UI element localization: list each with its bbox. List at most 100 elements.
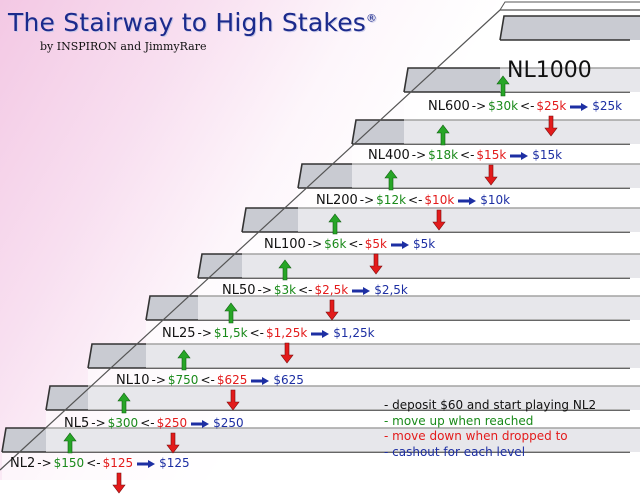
arrow-left-text: <-: [298, 283, 313, 297]
arrow-left-text: <-: [140, 416, 155, 430]
cashout-arrow-icon: [251, 376, 270, 385]
stair-edge: [499, 15, 640, 41]
step-row: NL10 -> $750 <- $625 $625: [116, 373, 304, 388]
arrow-right-text: ->: [151, 373, 166, 387]
move-down-arrow-icon: [325, 299, 339, 321]
cashout-amount: $10k: [480, 193, 511, 207]
legend-item-deposit: - deposit $60 and start playing NL2: [384, 398, 597, 412]
arrow-left-text: <-: [200, 373, 215, 387]
arrow-left-text: <-: [249, 326, 264, 340]
cashout-amount: $125: [159, 456, 190, 470]
cashout-arrow-icon: [311, 329, 330, 338]
move-up-arrow-icon: [224, 302, 238, 324]
page-title: The Stairway to High Stakes®: [8, 8, 377, 37]
move-up-arrow-icon: [384, 169, 398, 191]
arrow-left-text: <-: [348, 237, 363, 251]
stair-tread: [298, 188, 640, 232]
stair-tread: [500, 40, 640, 92]
move-up-amount: $12k: [376, 193, 407, 207]
move-down-arrow-icon: [484, 164, 498, 186]
step-level: NL100: [264, 237, 306, 252]
arrow-right-text: ->: [91, 416, 106, 430]
arrow-right-text: ->: [307, 237, 323, 251]
move-up-amount: $3k: [273, 283, 297, 297]
cashout-amount: $1,25k: [333, 326, 375, 340]
step-level: NL50: [222, 283, 256, 298]
cashout-arrow-icon: [391, 240, 409, 249]
move-up-amount: $1,5k: [213, 326, 248, 340]
move-up-arrow-icon: [328, 213, 342, 235]
staircase-drawing: [0, 1, 640, 480]
top-level-label: NL1000: [507, 58, 592, 83]
cashout-amount: $25k: [592, 99, 623, 113]
cashout-arrow-icon: [510, 151, 529, 160]
stair-tread: [242, 232, 640, 278]
move-up-arrow-icon: [278, 259, 292, 281]
stair-riser: [500, 16, 640, 40]
move-down-arrow-icon: [225, 389, 240, 411]
move-down-amount: $125: [102, 456, 134, 470]
stair-tread: [146, 320, 640, 368]
move-down-arrow-icon: [279, 342, 294, 364]
cashout-arrow-icon: [137, 459, 156, 468]
move-down-amount: $25k: [536, 99, 567, 113]
cashout-arrow-icon: [570, 102, 589, 111]
move-up-arrow-icon: [176, 349, 191, 371]
byline: by INSPIRON and JimmyRare: [40, 40, 207, 53]
move-up-amount: $750: [167, 373, 199, 387]
arrow-left-text: <-: [86, 456, 101, 470]
move-down-amount: $10k: [424, 193, 455, 207]
arrow-right-text: ->: [359, 193, 375, 207]
cashout-amount: $250: [213, 416, 244, 430]
move-down-arrow-icon: [544, 115, 558, 137]
arrow-right-text: ->: [257, 283, 272, 297]
move-down-arrow-icon: [165, 432, 180, 454]
move-down-arrow-icon: [111, 472, 126, 494]
legend: - deposit $60 and start playing NL2 - mo…: [384, 398, 596, 460]
legend-item-move-down: - move down when dropped to: [384, 429, 568, 443]
move-up-amount: $30k: [488, 99, 519, 113]
arrow-right-text: ->: [411, 148, 427, 162]
move-down-amount: $15k: [476, 148, 507, 162]
step-row: NL2 -> $150 <- $125 $125: [10, 456, 190, 471]
cashout-amount: $5k: [413, 237, 436, 251]
cashout-arrow-icon: [352, 286, 371, 295]
move-up-arrow-icon: [436, 124, 450, 146]
stair-tread: [198, 278, 640, 320]
move-up-amount: $300: [107, 416, 139, 430]
stair-tread: [88, 368, 640, 410]
step-level: NL10: [116, 373, 150, 388]
move-down-amount: $625: [216, 373, 248, 387]
move-down-amount: $5k: [364, 237, 387, 251]
step-row: NL25 -> $1,5k <- $1,25k $1,25k: [162, 326, 375, 341]
arrow-right-text: ->: [471, 99, 487, 113]
cashout-amount: $15k: [532, 148, 563, 162]
trademark-symbol: ®: [366, 11, 378, 25]
stair-rail-top: [499, 1, 640, 11]
legend-item-move-up: - move up when reached: [384, 413, 534, 428]
arrow-left-text: <-: [520, 99, 535, 113]
move-up-amount: $6k: [324, 237, 347, 251]
move-down-amount: $1,25k: [265, 326, 308, 340]
step-level: NL25: [162, 326, 196, 341]
arrow-left-text: <-: [408, 193, 423, 207]
stair-tread: [46, 410, 640, 452]
step-row: NL400 -> $18k <- $15k $15k: [368, 148, 562, 163]
arrow-right-text: ->: [37, 456, 52, 470]
move-up-arrow-icon: [62, 432, 77, 454]
arrow-right-text: ->: [197, 326, 212, 340]
move-up-amount: $150: [53, 456, 85, 470]
step-level: NL2: [10, 456, 36, 471]
title-text: The Stairway to High Stakes: [8, 8, 366, 37]
move-up-amount: $18k: [428, 148, 459, 162]
step-row: NL50 -> $3k <- $2,5k $2,5k: [222, 283, 408, 298]
cashout-amount: $625: [273, 373, 304, 387]
step-level: NL400: [368, 148, 410, 163]
legend-item-cashout: - cashout for each level: [384, 444, 526, 459]
cashout-arrow-icon: [191, 419, 210, 428]
cashout-amount: $2,5k: [374, 283, 408, 297]
move-down-amount: $2,5k: [314, 283, 349, 297]
step-level: NL5: [64, 416, 90, 431]
step-level: NL600: [428, 99, 470, 114]
stair-tread: [2, 452, 640, 480]
